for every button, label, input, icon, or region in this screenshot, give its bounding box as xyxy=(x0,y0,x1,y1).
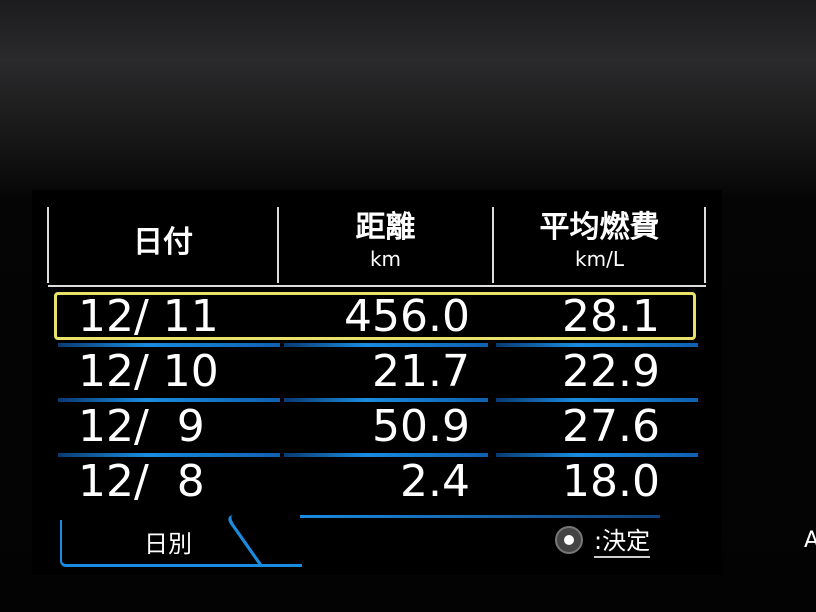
divider xyxy=(277,207,279,283)
date-cell: 12/ 10 xyxy=(78,346,219,397)
table-row[interactable]: 12/ 10 21.7 22.9 xyxy=(50,343,700,397)
row-bar xyxy=(284,343,488,347)
row-bar xyxy=(496,453,698,457)
divider xyxy=(704,207,706,283)
distance-cell: 456.0 xyxy=(344,291,470,342)
confirm-label: :決定 xyxy=(594,521,651,558)
distance-cell: 21.7 xyxy=(372,346,470,397)
row-bar xyxy=(496,398,698,402)
table-row[interactable]: 12/ 9 50.9 27.6 xyxy=(50,398,700,452)
dial-knob-icon xyxy=(555,526,583,554)
row-bar xyxy=(496,343,698,347)
avg-fuel-cell: 18.0 xyxy=(562,456,660,507)
avg-fuel-cell: 22.9 xyxy=(562,346,660,397)
display-screen xyxy=(32,190,722,575)
row-bar xyxy=(58,398,280,402)
divider xyxy=(47,207,49,283)
table-header: 日付 距離 km 平均燃費 km/L xyxy=(48,205,706,287)
header-avg-fuel: 平均燃費 km/L xyxy=(539,210,660,271)
distance-cell: 2.4 xyxy=(400,456,470,507)
date-cell: 12/ 9 xyxy=(78,401,205,452)
selection-highlight xyxy=(54,292,696,340)
avg-fuel-cell: 28.1 xyxy=(562,291,660,342)
table-row[interactable]: 12/ 8 2.4 18.0 xyxy=(50,453,700,507)
footer-line xyxy=(300,515,660,518)
distance-cell: 50.9 xyxy=(372,401,470,452)
avg-fuel-cell: 27.6 xyxy=(562,401,660,452)
row-bar xyxy=(58,453,280,457)
date-cell: 12/ 8 xyxy=(78,456,205,507)
tab-daily[interactable]: 日別 xyxy=(60,520,302,567)
row-bar xyxy=(58,343,280,347)
edge-text: A xyxy=(804,528,816,553)
header-distance: 距離 km xyxy=(355,210,416,271)
divider xyxy=(492,207,494,283)
row-bar xyxy=(284,398,488,402)
date-cell: 12/ 11 xyxy=(78,291,219,342)
table-row[interactable]: 12/ 11 456.0 28.1 xyxy=(50,292,700,342)
row-bar xyxy=(284,453,488,457)
header-date: 日付 xyxy=(133,225,193,260)
